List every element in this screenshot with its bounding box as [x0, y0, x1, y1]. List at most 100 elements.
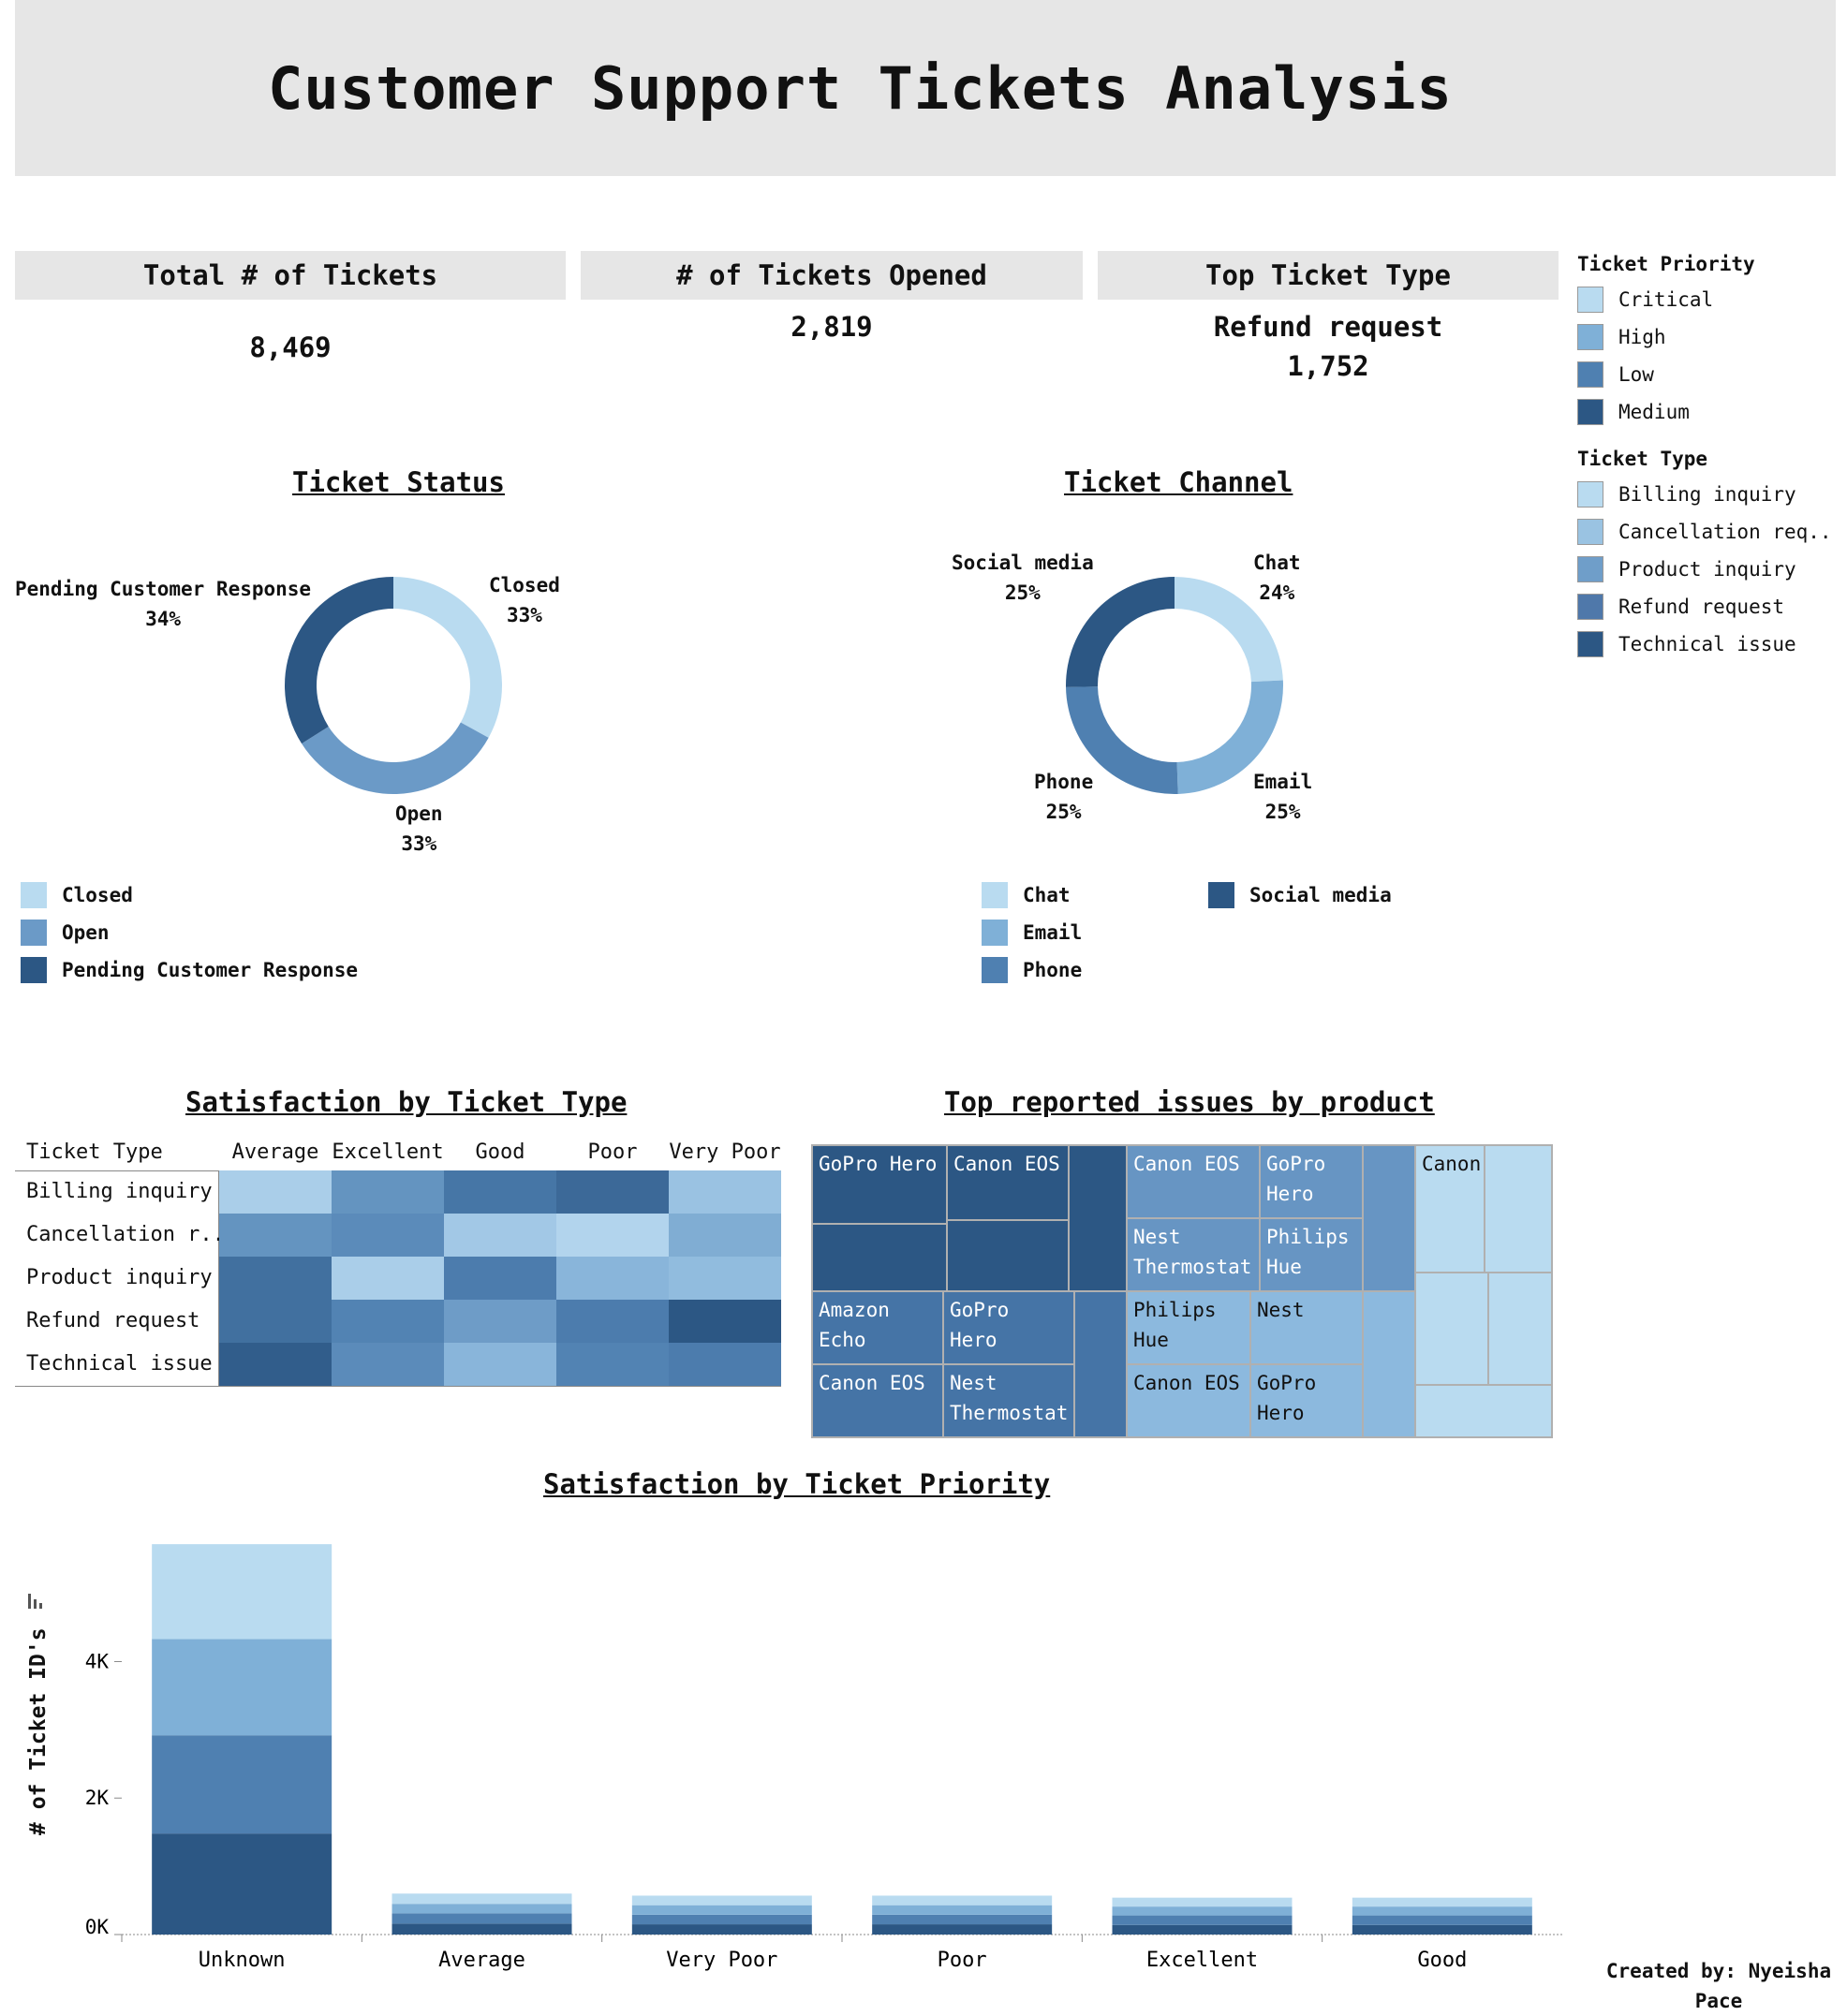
ticket-status-title: Ticket Status — [292, 466, 505, 498]
treemap-title: Top reported issues by product — [944, 1086, 1435, 1118]
bar-segment-high[interactable] — [632, 1906, 812, 1915]
type-legend-item[interactable]: Technical issue — [1577, 625, 1840, 663]
bar-segment-medium[interactable] — [1113, 1925, 1293, 1935]
status-legend-open: Open — [21, 914, 358, 951]
type-legend-item[interactable]: Cancellation req.. — [1577, 513, 1840, 551]
legend-type-title: Ticket Type — [1577, 448, 1840, 470]
ticket-status-legend: Closed Open Pending Customer Response — [21, 876, 358, 989]
type-legend-label: Technical issue — [1618, 633, 1796, 655]
issues-treemap: GoPro Hero Canon EOS Canon EOS Nest Ther… — [811, 1144, 1553, 1438]
heatmap-cell[interactable] — [556, 1170, 669, 1214]
bar-chart-category-label: Excellent — [1146, 1949, 1258, 1972]
heatmap-cell[interactable] — [669, 1170, 781, 1214]
kpi-opened-value: 2,819 — [581, 311, 1083, 343]
bar-segment-critical[interactable] — [1352, 1898, 1532, 1906]
treemap-cell: Canon EOS — [812, 1364, 943, 1437]
type-legend-item[interactable]: Product inquiry — [1577, 551, 1840, 588]
bar-segment-medium[interactable] — [1352, 1925, 1532, 1935]
heatmap-cell[interactable] — [332, 1300, 444, 1343]
bar-segment-low[interactable] — [152, 1735, 332, 1833]
footer-line1: Created by: Nyeisha — [1592, 1957, 1845, 1987]
bar-segment-critical[interactable] — [152, 1544, 332, 1639]
bar-segment-medium[interactable] — [392, 1923, 572, 1935]
priority-legend-label: Low — [1618, 363, 1654, 386]
heatmap-cell[interactable] — [669, 1257, 781, 1300]
heatmap-cell[interactable] — [444, 1300, 556, 1343]
heatmap-title: Satisfaction by Ticket Type — [185, 1086, 627, 1118]
bar-segment-low[interactable] — [632, 1915, 812, 1924]
bar-segment-high[interactable] — [392, 1904, 572, 1913]
status-legend-closed: Closed — [21, 876, 358, 914]
heatmap-cell[interactable] — [332, 1170, 444, 1214]
status-slice-closed[interactable] — [393, 577, 502, 738]
heatmap-cell[interactable] — [556, 1300, 669, 1343]
heatmap-cell[interactable] — [332, 1257, 444, 1300]
type-legend-label: Refund request — [1618, 596, 1784, 618]
bar-segment-medium[interactable] — [632, 1924, 812, 1935]
status-slice-open[interactable] — [302, 723, 489, 794]
status-legend-swatch — [21, 957, 47, 983]
bar-segment-critical[interactable] — [392, 1893, 572, 1904]
bar-chart-title: Satisfaction by Ticket Priority — [543, 1468, 1050, 1500]
heatmap-cell[interactable] — [444, 1343, 556, 1386]
heatmap-cell[interactable] — [444, 1257, 556, 1300]
heatmap-cell[interactable] — [219, 1343, 332, 1386]
bar-segment-low[interactable] — [392, 1913, 572, 1923]
bar-segment-low[interactable] — [872, 1915, 1052, 1924]
bar-segment-critical[interactable] — [1113, 1898, 1293, 1906]
priority-legend-item[interactable]: Low — [1577, 356, 1840, 393]
heatmap-col-label: Good — [444, 1140, 556, 1164]
bar-segment-medium[interactable] — [872, 1924, 1052, 1935]
bar-segment-critical[interactable] — [872, 1895, 1052, 1905]
heatmap-cell[interactable] — [219, 1300, 332, 1343]
priority-legend-item[interactable]: Critical — [1577, 281, 1840, 318]
heatmap-cell[interactable] — [444, 1214, 556, 1257]
treemap-cell: GoPro Hero — [943, 1291, 1074, 1364]
bar-segment-low[interactable] — [1352, 1916, 1532, 1925]
heatmap-cell[interactable] — [556, 1257, 669, 1300]
type-legend-item[interactable]: Refund request — [1577, 588, 1840, 625]
heatmap-cell[interactable] — [444, 1170, 556, 1214]
priority-legend-item[interactable]: High — [1577, 318, 1840, 356]
heatmap-cell[interactable] — [556, 1214, 669, 1257]
heatmap-cell[interactable] — [219, 1214, 332, 1257]
type-legend-swatch — [1577, 594, 1603, 620]
treemap-cell — [1363, 1291, 1415, 1437]
heatmap-cell[interactable] — [219, 1170, 332, 1214]
type-legend-item[interactable]: Billing inquiry — [1577, 476, 1840, 513]
heatmap-cell[interactable] — [669, 1343, 781, 1386]
heatmap-cell[interactable] — [332, 1343, 444, 1386]
treemap-cell: Philips Hue — [1127, 1291, 1250, 1364]
heatmap-cell[interactable] — [669, 1300, 781, 1343]
bar-chart-category-label: Very Poor — [666, 1949, 777, 1972]
priority-legend-swatch — [1577, 287, 1603, 313]
type-legend-label: Billing inquiry — [1618, 483, 1796, 506]
footer-line2: Pace — [1592, 1987, 1845, 2016]
bar-segment-high[interactable] — [872, 1906, 1052, 1915]
bar-segment-medium[interactable] — [152, 1833, 332, 1935]
priority-legend-swatch — [1577, 399, 1603, 425]
status-legend-pending: Pending Customer Response — [21, 951, 358, 989]
bar-chart-category-label: Unknown — [199, 1949, 286, 1972]
priority-legend-item[interactable]: Medium — [1577, 393, 1840, 431]
heatmap-cell[interactable] — [219, 1257, 332, 1300]
bar-segment-high[interactable] — [1352, 1906, 1532, 1915]
bar-segment-low[interactable] — [1113, 1916, 1293, 1925]
bar-segment-critical[interactable] — [632, 1895, 812, 1905]
bar-segment-high[interactable] — [1113, 1906, 1293, 1915]
heatmap-bottom-divider — [15, 1386, 781, 1387]
heatmap-cell[interactable] — [332, 1214, 444, 1257]
channel-legend-phone: Phone — [982, 951, 1082, 989]
bar-segment-high[interactable] — [152, 1639, 332, 1735]
heatmap-cell[interactable] — [669, 1214, 781, 1257]
channel-legend-swatch — [982, 882, 1008, 908]
heatmap-col-label: Average — [219, 1140, 332, 1164]
heatmap-cell[interactable] — [556, 1343, 669, 1386]
treemap-cell: Amazon Echo — [812, 1291, 943, 1364]
ticket-channel-legend-col2: Social media — [1208, 876, 1392, 914]
